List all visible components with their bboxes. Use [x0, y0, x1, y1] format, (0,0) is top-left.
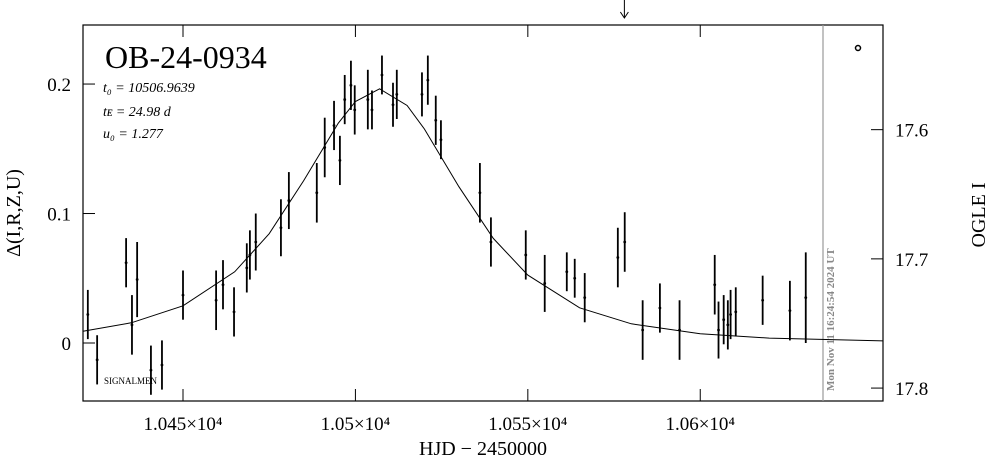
data-point — [160, 363, 164, 367]
data-point — [338, 159, 342, 162]
data-point — [391, 103, 395, 107]
data-point — [761, 298, 765, 302]
date-label: Mon Nov 11 16:24:54 2024 UT — [825, 248, 837, 391]
data-point — [565, 270, 569, 274]
data-point — [729, 313, 732, 316]
x-tick-label: 1.055×10⁴ — [488, 414, 567, 435]
symbol — [854, 44, 862, 52]
data-point — [573, 276, 577, 280]
data-point — [149, 368, 153, 372]
y-tick-label: 0.2 — [47, 75, 71, 96]
data-point — [804, 296, 808, 300]
data-point — [349, 83, 353, 87]
y-tick-label: 0.1 — [47, 205, 71, 226]
data-point — [489, 240, 493, 244]
data-point — [623, 240, 627, 244]
data-point — [726, 323, 730, 327]
data-point — [221, 283, 225, 287]
x-axis-label: HJD − 2450000 — [419, 438, 547, 459]
y-tick-label: 0 — [62, 334, 72, 355]
y2-axis-label: OGLE I — [968, 183, 986, 248]
annotation: t₀ = 10506.9639 — [103, 81, 195, 96]
x-tick-label: 1.05×10⁴ — [321, 414, 391, 435]
data-point — [583, 296, 587, 300]
chart-title: OB-24-0934 — [105, 39, 267, 75]
annotation: tᴇ = 24.98 d — [103, 105, 172, 120]
data-point — [86, 313, 90, 316]
x-tick-label: 1.045×10⁴ — [143, 414, 222, 435]
data-point — [380, 73, 384, 77]
data-point — [366, 98, 370, 101]
data-point — [245, 266, 249, 270]
data-point — [395, 92, 399, 96]
annotation: u₀ = 1.277 — [103, 127, 164, 142]
data-point — [616, 256, 620, 259]
data-point — [254, 240, 258, 244]
x-tick-label: 1.06×10⁴ — [665, 414, 735, 435]
data-point — [279, 226, 283, 230]
data-point — [124, 261, 128, 265]
footnote: SIGNALMEN — [104, 376, 157, 386]
data-point — [543, 282, 547, 285]
data-point — [135, 278, 139, 281]
data-point — [641, 328, 645, 332]
data-point — [426, 78, 430, 82]
data-point — [130, 323, 134, 327]
y-axis-label: Δ(I,R,Z,U) — [3, 169, 25, 257]
data-point — [181, 293, 185, 297]
data-point — [734, 310, 738, 314]
data-point — [524, 253, 528, 257]
data-point — [658, 306, 662, 310]
data-point — [788, 309, 792, 313]
model-curve — [82, 88, 884, 342]
data-point — [95, 358, 99, 362]
y2-tick-label: 17.6 — [895, 121, 928, 142]
y2-tick-label: 17.8 — [895, 379, 928, 400]
data-point — [287, 199, 291, 202]
data-point — [722, 318, 726, 322]
data-point — [713, 283, 717, 287]
data-point — [439, 138, 443, 142]
data-point — [315, 191, 319, 195]
data-point — [420, 92, 424, 96]
data-point — [353, 108, 357, 112]
y2-tick-label: 17.7 — [895, 250, 928, 271]
data-point — [343, 98, 347, 101]
data-point — [332, 124, 336, 127]
plot-frame — [82, 24, 884, 402]
data-point — [232, 310, 236, 314]
data-point — [717, 328, 720, 332]
data-point — [478, 191, 482, 195]
data-point — [214, 298, 218, 302]
data-point — [434, 118, 438, 122]
data-point — [370, 108, 374, 112]
marker-arrow-head — [619, 11, 629, 19]
